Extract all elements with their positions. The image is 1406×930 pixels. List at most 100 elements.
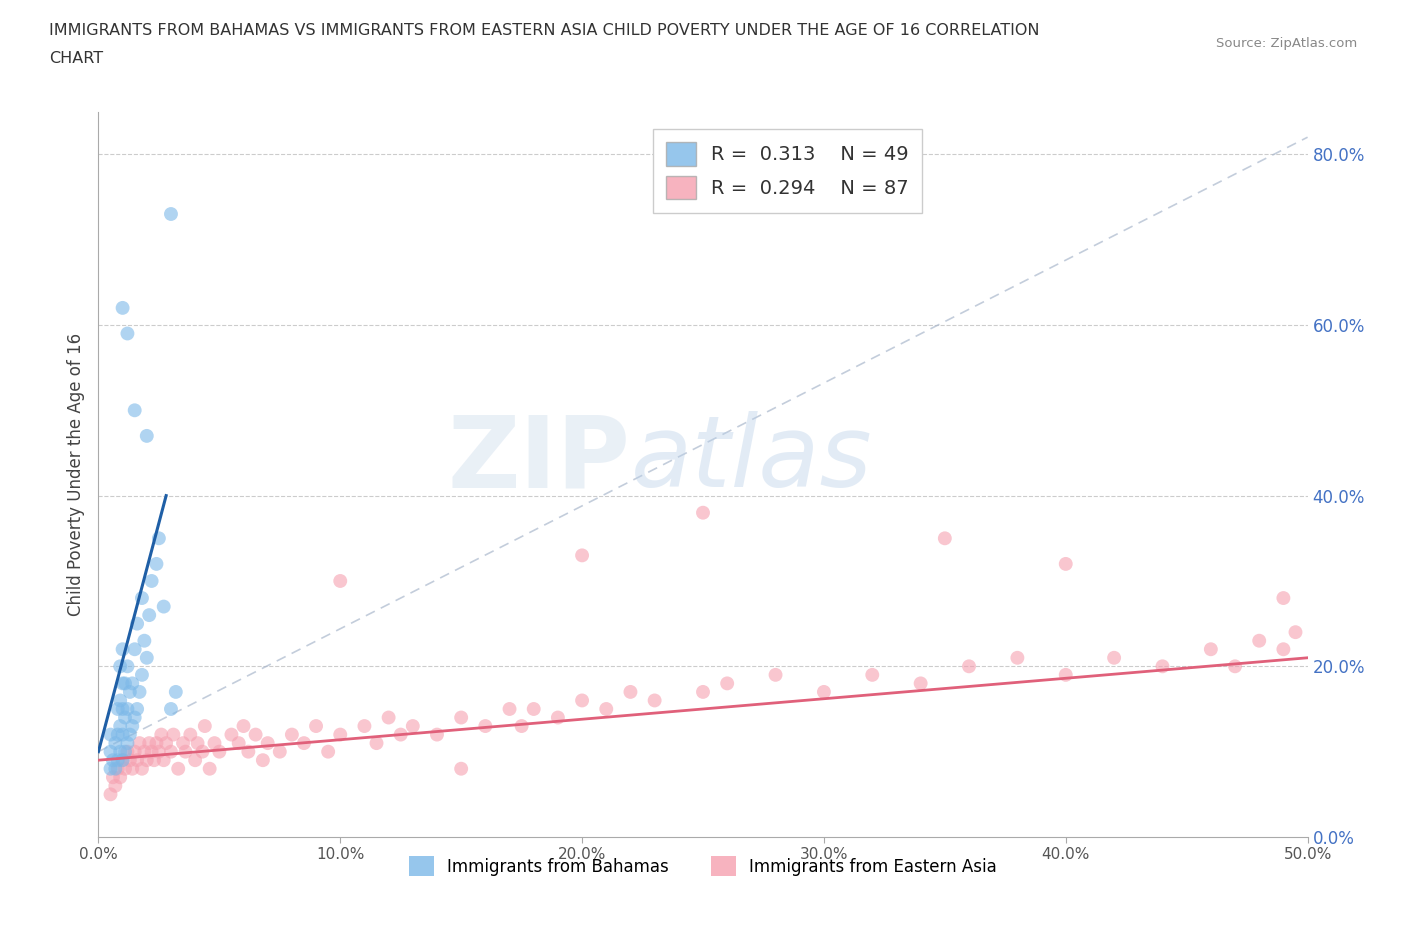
Point xyxy=(1272,591,1295,605)
Point xyxy=(281,727,304,742)
Point xyxy=(366,736,388,751)
Point xyxy=(957,658,980,673)
Point xyxy=(152,599,174,614)
Point xyxy=(131,668,153,683)
Point xyxy=(114,744,136,759)
Point xyxy=(450,762,472,777)
Point xyxy=(114,711,136,725)
Point xyxy=(256,736,278,751)
Text: CHART: CHART xyxy=(49,51,103,66)
Point xyxy=(111,727,134,742)
Point xyxy=(134,633,156,648)
Point xyxy=(1102,650,1125,665)
Point xyxy=(145,556,167,571)
Point xyxy=(118,752,141,767)
Point xyxy=(104,736,127,751)
Point xyxy=(1054,668,1077,683)
Point xyxy=(121,762,143,777)
Point xyxy=(1054,556,1077,571)
Point xyxy=(292,736,315,751)
Point xyxy=(124,711,146,725)
Point xyxy=(644,693,666,708)
Point xyxy=(117,736,139,751)
Point xyxy=(198,762,221,777)
Point xyxy=(100,727,122,742)
Point xyxy=(117,658,139,673)
Point xyxy=(127,701,149,716)
Point xyxy=(179,727,201,742)
Point xyxy=(184,752,207,767)
Point xyxy=(141,744,163,759)
Point xyxy=(128,736,150,751)
Legend: Immigrants from Bahamas, Immigrants from Eastern Asia: Immigrants from Bahamas, Immigrants from… xyxy=(402,849,1004,884)
Text: Source: ZipAtlas.com: Source: ZipAtlas.com xyxy=(1216,37,1357,50)
Point xyxy=(101,752,124,767)
Point xyxy=(377,711,399,725)
Point xyxy=(510,719,533,734)
Point xyxy=(121,676,143,691)
Point xyxy=(353,719,375,734)
Point xyxy=(716,676,738,691)
Point xyxy=(329,574,352,589)
Point xyxy=(547,711,569,725)
Point xyxy=(1007,650,1029,665)
Point xyxy=(152,752,174,767)
Point xyxy=(571,693,593,708)
Text: IMMIGRANTS FROM BAHAMAS VS IMMIGRANTS FROM EASTERN ASIA CHILD POVERTY UNDER THE : IMMIGRANTS FROM BAHAMAS VS IMMIGRANTS FR… xyxy=(49,23,1039,38)
Point xyxy=(107,701,129,716)
Point xyxy=(118,727,141,742)
Point xyxy=(107,727,129,742)
Point xyxy=(138,736,160,751)
Point xyxy=(124,403,146,418)
Point xyxy=(117,744,139,759)
Point xyxy=(269,744,291,759)
Y-axis label: Child Poverty Under the Age of 16: Child Poverty Under the Age of 16 xyxy=(66,333,84,616)
Point xyxy=(167,762,190,777)
Point xyxy=(329,727,352,742)
Point xyxy=(108,744,131,759)
Point xyxy=(191,744,214,759)
Point xyxy=(245,727,267,742)
Point xyxy=(934,531,956,546)
Point xyxy=(128,684,150,699)
Point xyxy=(111,701,134,716)
Point xyxy=(108,719,131,734)
Point xyxy=(498,701,520,716)
Point xyxy=(131,762,153,777)
Text: ZIP: ZIP xyxy=(447,411,630,509)
Point xyxy=(523,701,546,716)
Point xyxy=(141,574,163,589)
Point xyxy=(316,744,339,759)
Point xyxy=(108,693,131,708)
Point xyxy=(111,752,134,767)
Point xyxy=(135,752,157,767)
Point xyxy=(692,684,714,699)
Point xyxy=(160,701,183,716)
Point xyxy=(910,676,932,691)
Point xyxy=(1249,633,1271,648)
Point xyxy=(131,591,153,605)
Point xyxy=(111,642,134,657)
Point xyxy=(160,206,183,221)
Point xyxy=(104,762,127,777)
Point xyxy=(134,744,156,759)
Point xyxy=(143,752,166,767)
Point xyxy=(127,617,149,631)
Point xyxy=(402,719,425,734)
Point xyxy=(187,736,209,751)
Point xyxy=(138,607,160,622)
Point xyxy=(100,787,122,802)
Point xyxy=(813,684,835,699)
Point xyxy=(595,701,617,716)
Point xyxy=(204,736,226,751)
Point xyxy=(114,676,136,691)
Point xyxy=(619,684,641,699)
Point xyxy=(860,668,883,683)
Point xyxy=(107,752,129,767)
Point xyxy=(174,744,197,759)
Point xyxy=(108,770,131,785)
Point xyxy=(305,719,328,734)
Point xyxy=(208,744,231,759)
Point xyxy=(100,762,122,777)
Point xyxy=(104,778,127,793)
